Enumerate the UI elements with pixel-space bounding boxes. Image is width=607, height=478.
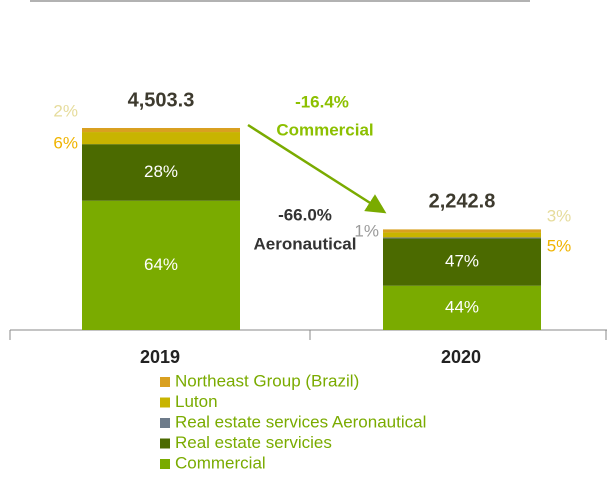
bar-segment bbox=[383, 232, 541, 238]
annotation: -16.4% bbox=[295, 92, 349, 111]
annotation: -66.0% bbox=[278, 205, 332, 224]
x-tick-label: 2020 bbox=[441, 347, 481, 367]
total-label: 2,242.8 bbox=[429, 191, 496, 213]
bar-segment bbox=[383, 237, 541, 239]
arrow bbox=[247, 123, 387, 214]
data-label: 1% bbox=[354, 221, 379, 240]
data-label: 5% bbox=[547, 236, 572, 255]
bar-segment bbox=[383, 285, 541, 330]
legend-swatch bbox=[160, 397, 170, 408]
data-label: 47% bbox=[445, 252, 479, 271]
legend-swatch bbox=[160, 377, 170, 387]
data-label: 2% bbox=[53, 102, 78, 121]
data-label: 44% bbox=[445, 297, 479, 316]
bar-segment bbox=[82, 132, 240, 145]
legend-swatch bbox=[160, 459, 170, 469]
bar-segment bbox=[383, 229, 541, 233]
legend-swatch bbox=[160, 438, 170, 449]
annotation: Commercial bbox=[276, 120, 373, 139]
bar-segment bbox=[383, 238, 541, 286]
data-label: 3% bbox=[547, 206, 572, 225]
legend-label: Northeast Group (Brazil) bbox=[175, 371, 359, 390]
legend-swatch bbox=[160, 418, 170, 428]
legend-label: Real estate services Aeronautical bbox=[175, 412, 426, 431]
legend-label: Commercial bbox=[175, 453, 266, 472]
legend-label: Real estate servicies bbox=[175, 433, 332, 452]
annotation: Aeronautical bbox=[254, 234, 357, 253]
bar-segment bbox=[82, 200, 240, 330]
x-tick-label: 2019 bbox=[140, 347, 180, 367]
legend-label: Luton bbox=[175, 392, 218, 411]
data-label: 64% bbox=[144, 255, 178, 274]
bar-segment bbox=[82, 128, 240, 133]
data-label: 6% bbox=[53, 134, 78, 153]
bar-segment bbox=[82, 144, 240, 201]
total-label: 4,503.3 bbox=[128, 89, 195, 111]
data-label: 28% bbox=[144, 162, 178, 181]
